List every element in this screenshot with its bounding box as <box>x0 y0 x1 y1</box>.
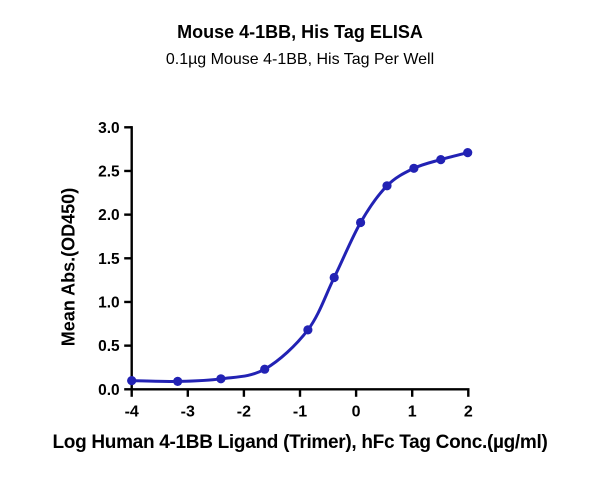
fit-curve <box>130 151 470 383</box>
x-axis-title: Log Human 4-1BB Ligand (Trimer), hFc Tag… <box>52 432 548 453</box>
x-tick-label: -2 <box>237 403 251 420</box>
y-tick-label: 2.0 <box>98 207 120 224</box>
data-point <box>463 148 473 158</box>
chart-subtitle: 0.1µg Mouse 4-1BB, His Tag Per Well <box>165 51 435 68</box>
data-point <box>173 376 183 386</box>
x-tick-label: -1 <box>293 403 307 420</box>
x-tick-label: -4 <box>125 403 139 420</box>
x-tick-label: 0 <box>352 403 361 420</box>
data-point <box>127 376 137 386</box>
data-point <box>260 364 270 374</box>
data-point <box>436 155 446 165</box>
chart-title: Mouse 4-1BB, His Tag ELISA <box>177 22 423 42</box>
data-point <box>216 374 226 384</box>
data-point <box>329 272 339 283</box>
y-tick-label: 1.5 <box>98 251 120 268</box>
x-tick-label: 2 <box>464 403 473 420</box>
data-point <box>409 163 419 173</box>
x-tick-label: 1 <box>408 403 417 420</box>
data-point <box>303 325 313 335</box>
x-tick-label: -3 <box>181 403 195 420</box>
y-tick-label: 0.5 <box>98 338 120 355</box>
y-tick-label: 1.0 <box>98 294 120 311</box>
data-point <box>356 217 366 228</box>
y-tick-label: 3.0 <box>98 120 120 137</box>
data-point <box>382 181 392 191</box>
y-tick-label: 0.0 <box>98 382 120 399</box>
y-tick-label: 2.5 <box>98 163 120 180</box>
